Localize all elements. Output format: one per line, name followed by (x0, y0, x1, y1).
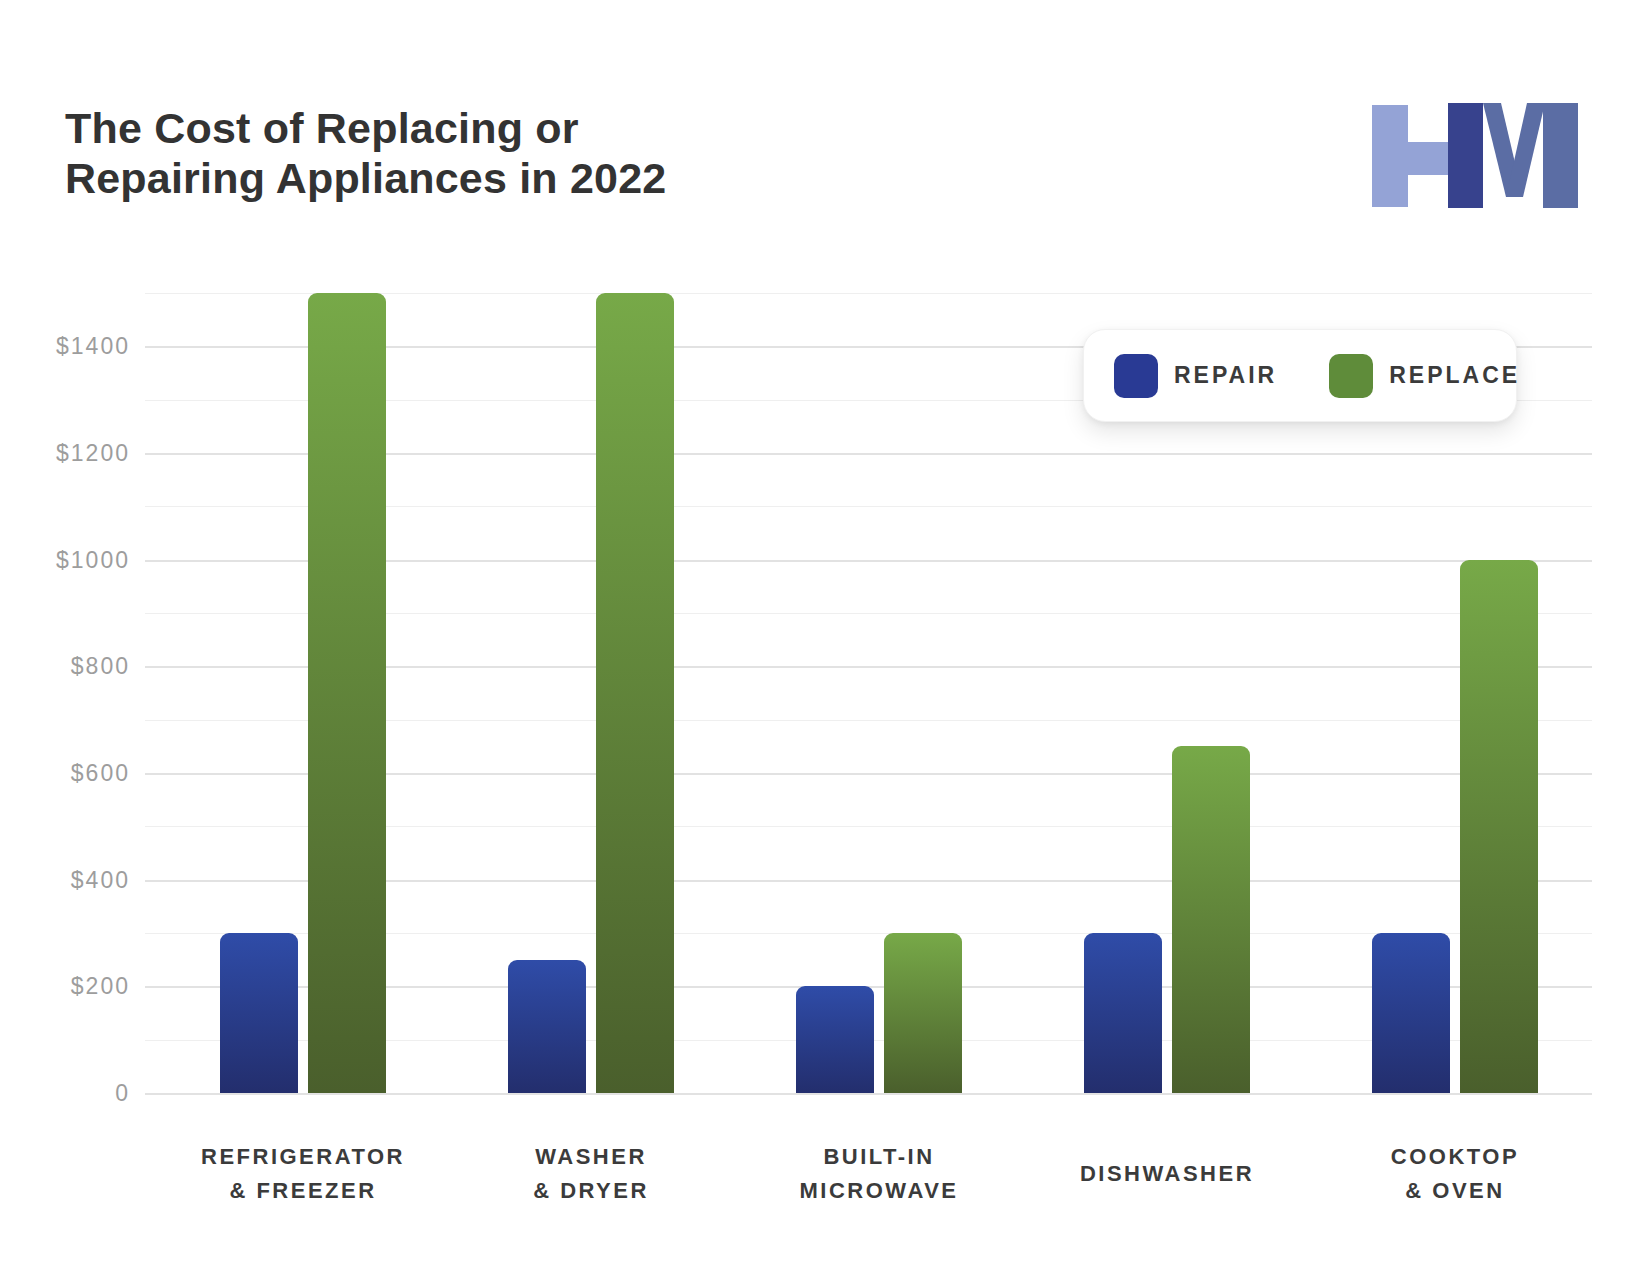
replace-color-swatch (1329, 354, 1373, 398)
y-tick-1000: $1000 (20, 546, 130, 573)
x-axis-label-2: WASHER& DRYER (431, 1140, 751, 1208)
infographic-canvas: The Cost of Replacing or Repairing Appli… (0, 0, 1650, 1275)
x-axis-label-1: REFRIGERATOR& FREEZER (143, 1140, 463, 1208)
bar-repair-3 (796, 986, 874, 1093)
legend-item-replace: REPLACE (1329, 354, 1520, 398)
x-axis-label-3: BUILT-INMICROWAVE (719, 1140, 1039, 1208)
page-title: The Cost of Replacing or Repairing Appli… (65, 103, 666, 203)
repair-color-swatch (1114, 354, 1158, 398)
bar-replace-5 (1460, 560, 1538, 1093)
x-axis-label-4: DISHWASHER (1007, 1157, 1327, 1191)
bar-replace-1 (308, 293, 386, 1093)
bar-replace-3 (884, 933, 962, 1093)
x-axis-label-5: COOKTOP& OVEN (1295, 1140, 1615, 1208)
bar-replace-2 (596, 293, 674, 1093)
page-title-line-1: The Cost of Replacing or (65, 103, 666, 153)
legend-label-replace: REPLACE (1389, 362, 1520, 389)
page-title-line-2: Repairing Appliances in 2022 (65, 153, 666, 203)
bar-repair-1 (220, 933, 298, 1093)
grid-line-0 (145, 1093, 1592, 1095)
y-tick-800: $800 (20, 653, 130, 680)
bar-repair-5 (1372, 933, 1450, 1093)
y-tick-200: $200 (20, 973, 130, 1000)
y-tick-0: 0 (20, 1080, 130, 1107)
bar-repair-2 (508, 960, 586, 1093)
bar-repair-4 (1084, 933, 1162, 1093)
legend-item-repair: REPAIR (1114, 354, 1277, 398)
y-tick-1200: $1200 (20, 440, 130, 467)
hm-logo (1372, 100, 1578, 210)
bar-replace-4 (1172, 746, 1250, 1093)
y-tick-1400: $1400 (20, 333, 130, 360)
chart-legend: REPAIR REPLACE (1083, 329, 1517, 422)
hm-logo-letter-h (1372, 105, 1450, 207)
y-tick-400: $400 (20, 866, 130, 893)
y-tick-600: $600 (20, 760, 130, 787)
legend-label-repair: REPAIR (1174, 362, 1277, 389)
hm-logo-letter-m (1448, 103, 1578, 208)
